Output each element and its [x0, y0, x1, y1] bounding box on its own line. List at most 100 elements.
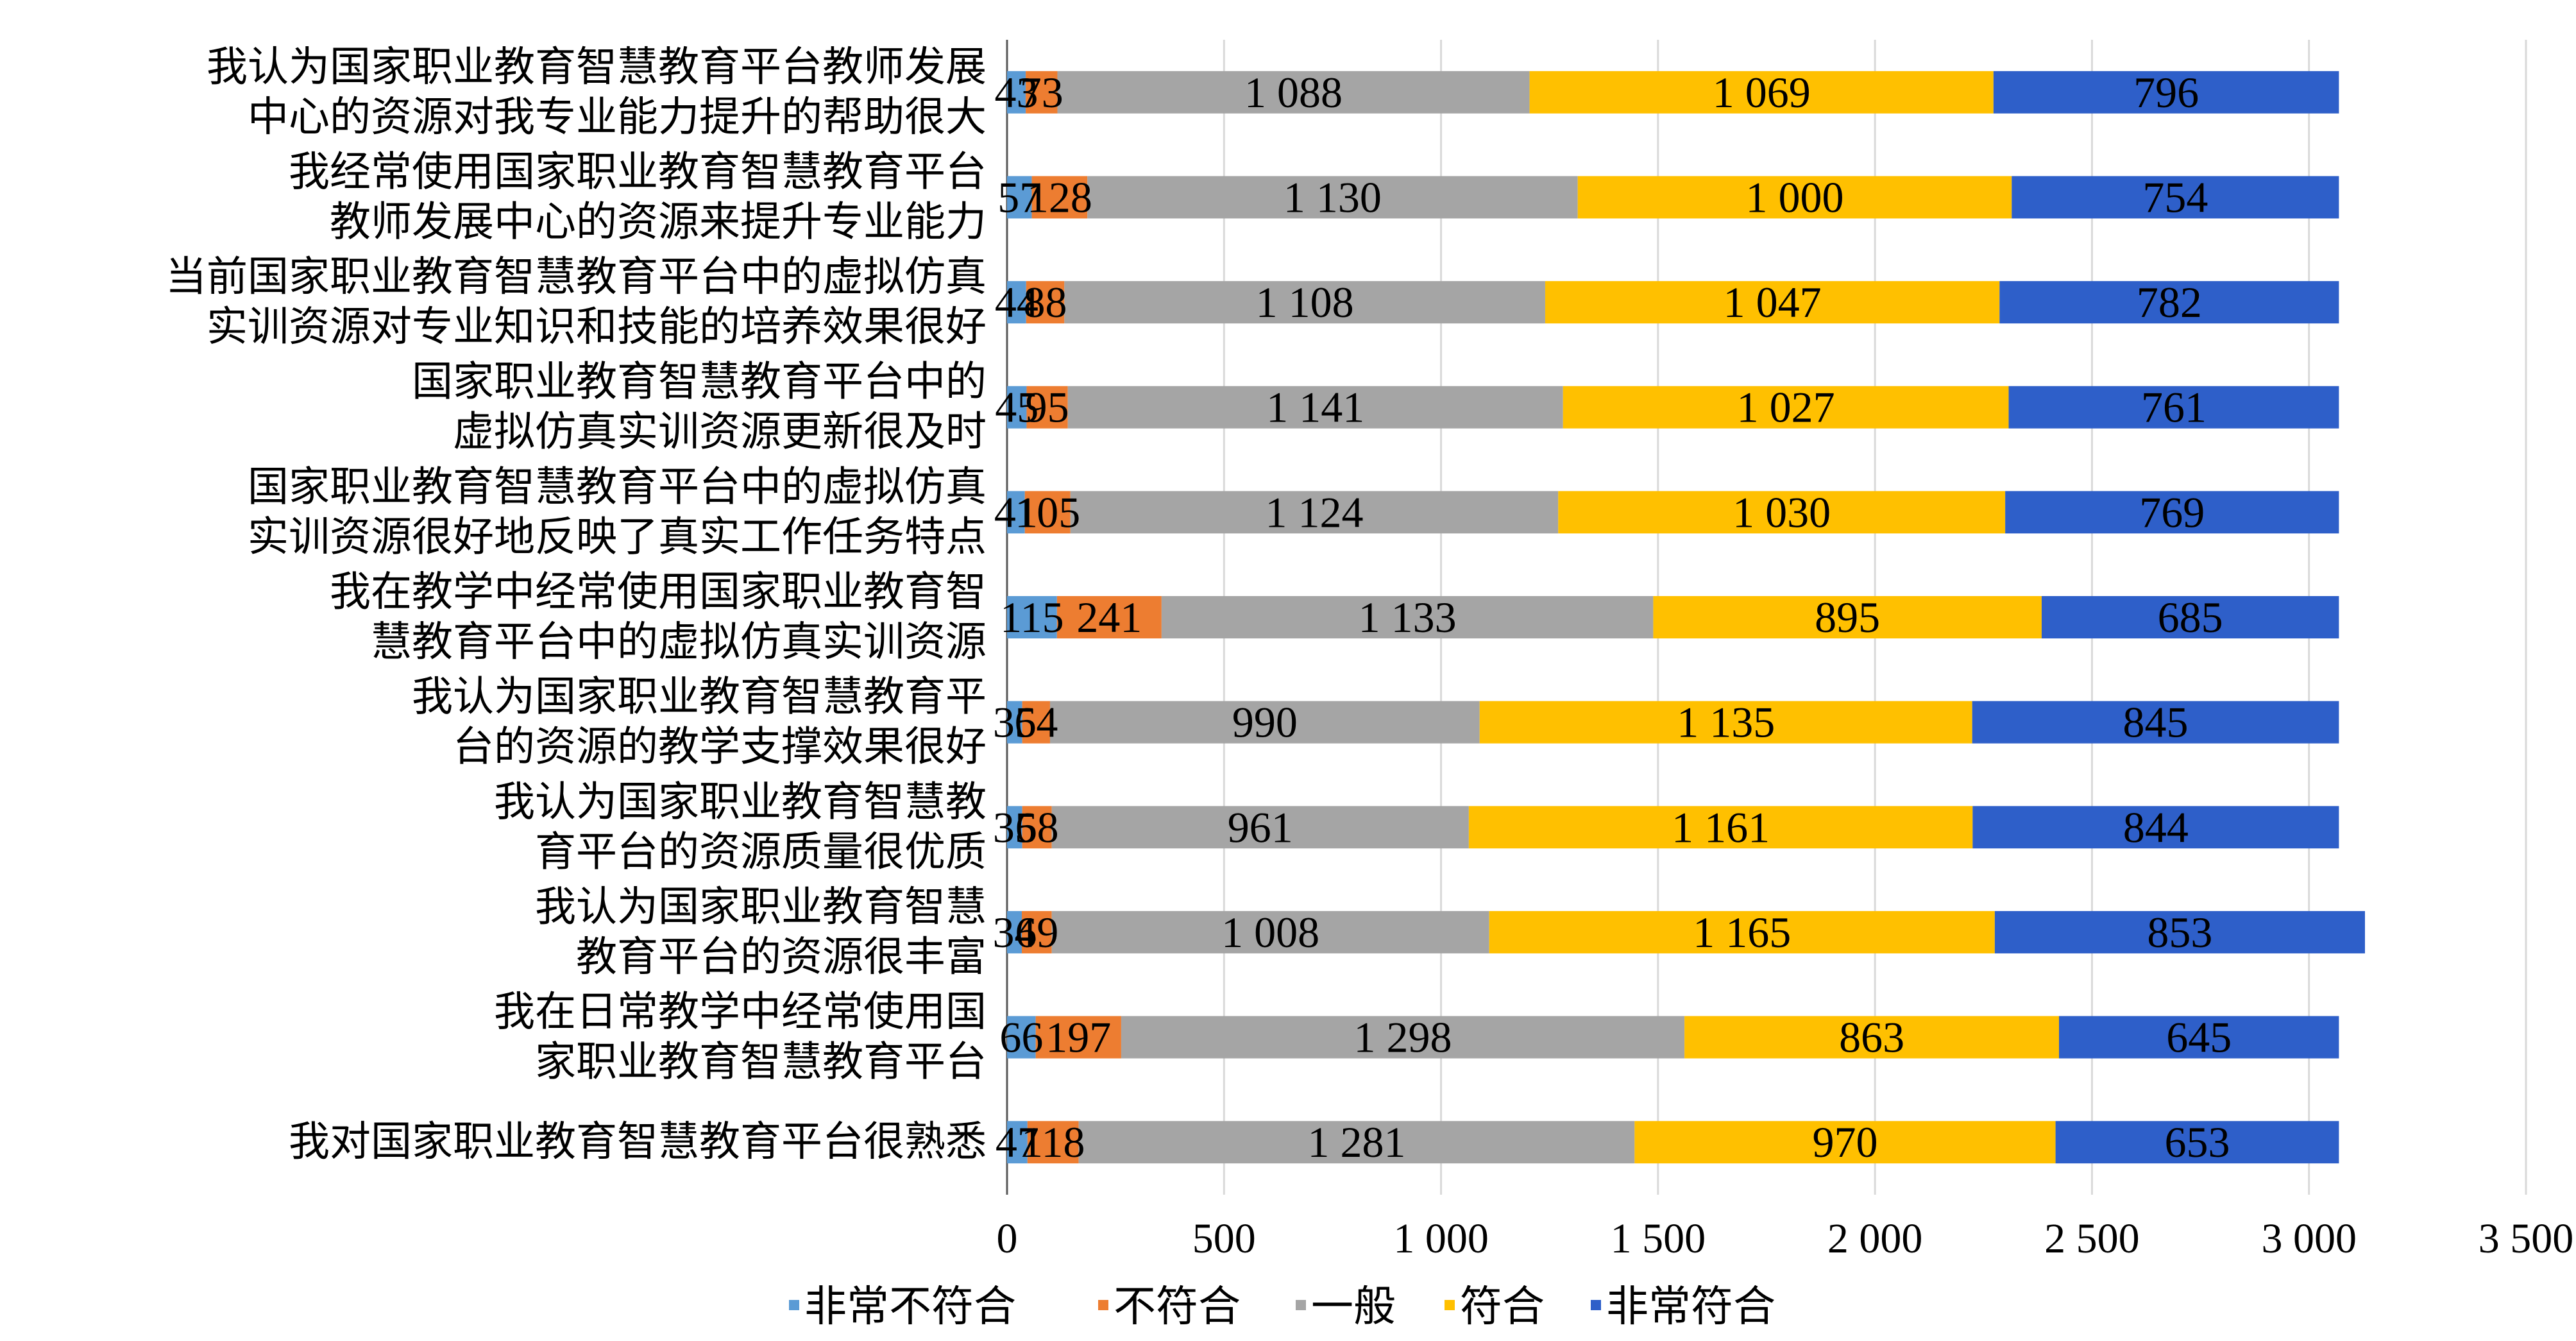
data-label: 853 [2147, 908, 2212, 957]
data-label: 863 [1839, 1013, 1904, 1062]
bar-segment [1994, 910, 2365, 953]
bar-segment [1007, 910, 1022, 953]
bar-segment [1007, 596, 1057, 638]
data-label: 961 [1228, 803, 1293, 851]
data-label: 1 030 [1733, 488, 1831, 536]
bar-segment [2059, 1016, 2339, 1059]
legend-label: 一般 [1311, 1282, 1396, 1331]
bar-segment [2012, 176, 2339, 219]
data-label: 41 [994, 488, 1038, 536]
data-label: 970 [1812, 1118, 1877, 1166]
bar-segment [2055, 1121, 2339, 1164]
category-label: 我认为国家职业教育智慧教育平 [412, 674, 987, 721]
data-label: 1 135 [1677, 698, 1775, 747]
bar-segment [1078, 1121, 1635, 1164]
data-label: 845 [2123, 698, 2189, 747]
bar-segment [1051, 806, 1469, 849]
bar-segment [1545, 281, 2000, 324]
legend-swatch [1445, 1300, 1455, 1310]
bar-segment [1972, 806, 2339, 849]
data-label: 895 [1815, 593, 1880, 642]
data-label: 1 165 [1693, 908, 1791, 957]
bar-segment [1634, 1121, 2056, 1164]
bars [1007, 71, 2365, 1164]
category-label: 教育平台的资源很丰富 [576, 934, 987, 981]
category-label: 国家职业教育智慧教育平台中的 [412, 359, 987, 406]
data-label: 118 [1021, 1118, 1085, 1166]
x-tick-label: 2 000 [1827, 1215, 1923, 1262]
data-label: 66 [999, 1013, 1043, 1062]
bar-segment [1007, 491, 1025, 534]
data-label: 1 281 [1307, 1118, 1405, 1166]
data-label: 796 [2133, 68, 2199, 117]
legend-label: 非常不符合 [804, 1282, 1016, 1331]
bar-segment [1684, 1016, 2060, 1059]
data-label: 1 027 [1737, 383, 1835, 432]
x-tick-label: 500 [1192, 1215, 1256, 1262]
bar-segment [1024, 491, 1071, 534]
x-tick-label: 3 000 [2261, 1215, 2357, 1262]
category-label: 教师发展中心的资源来提升专业能力 [330, 198, 987, 246]
legend-swatch [1098, 1300, 1108, 1310]
bar-segment [1026, 386, 1068, 429]
bar-segment [1007, 701, 1022, 744]
bar-segment [1027, 1121, 1079, 1164]
category-label: 国家职业教育智慧教育平台中的虚拟仿真 [248, 463, 987, 511]
category-label: 中心的资源对我专业能力提升的帮助很大 [248, 94, 987, 141]
data-label: 769 [2139, 488, 2205, 536]
bar-segment [1468, 806, 1973, 849]
bar-segment [1051, 910, 1489, 953]
x-tick-label: 2 500 [2044, 1215, 2140, 1262]
data-label: 1 124 [1266, 488, 1364, 536]
category-label: 实训资源对专业知识和技能的培养效果很好 [207, 303, 987, 351]
bar-segment [1070, 491, 1559, 534]
bar-segment [1049, 701, 1480, 744]
bar-segment [2041, 596, 2339, 638]
legend-swatch [1591, 1300, 1601, 1310]
bar-segment [1479, 701, 1972, 744]
data-label: 197 [1046, 1013, 1111, 1062]
bar-segment [1067, 386, 1563, 429]
data-label: 95 [1026, 383, 1069, 432]
bar-segment [1563, 386, 2009, 429]
bar-segment [1558, 491, 2006, 534]
bar-segment [1026, 71, 1058, 114]
data-label: 64 [1014, 698, 1058, 747]
category-label: 慧教育平台中的虚拟仿真实训资源 [371, 619, 987, 666]
bar-segment [1057, 71, 1530, 114]
bar-segment [1577, 176, 2012, 219]
x-tick-label: 1 000 [1393, 1215, 1489, 1262]
data-label: 1 008 [1221, 908, 1319, 957]
bar-segment [2005, 491, 2339, 534]
bar-segment [1529, 71, 1994, 114]
bar-segment [1031, 176, 1088, 219]
bar-segment [1007, 386, 1027, 429]
data-label: 1 000 [1745, 173, 1843, 221]
bar-segment [1007, 1121, 1028, 1164]
data-label: 1 108 [1256, 278, 1354, 327]
data-label: 645 [2166, 1013, 2232, 1062]
data-label: 1 088 [1244, 68, 1343, 117]
bar-segment [1007, 176, 1032, 219]
category-label: 我在日常教学中经常使用国 [494, 989, 987, 1036]
data-label: 34 [993, 908, 1037, 957]
data-label: 44 [995, 278, 1038, 327]
bar-segment [1022, 806, 1052, 849]
bar-segment [2008, 386, 2339, 429]
bar-segment [1007, 281, 1026, 324]
bar-segment [1007, 806, 1022, 849]
x-tick-label: 0 [997, 1215, 1018, 1262]
data-label: 43 [995, 68, 1038, 117]
data-label: 782 [2137, 278, 2202, 327]
data-label: 1 047 [1724, 278, 1822, 327]
category-label: 我认为国家职业教育智慧教 [494, 778, 987, 826]
bar-segment [1022, 701, 1050, 744]
bar-segment [1121, 1016, 1685, 1059]
category-label: 我经常使用国家职业教育智慧教育平台 [289, 148, 987, 196]
data-label: 1 298 [1354, 1013, 1452, 1062]
data-label: 35 [993, 803, 1037, 851]
category-label: 我对国家职业教育智慧教育平台很熟悉 [289, 1118, 987, 1166]
bar-segment [1056, 596, 1162, 638]
category-label: 家职业教育智慧教育平台 [535, 1039, 987, 1086]
